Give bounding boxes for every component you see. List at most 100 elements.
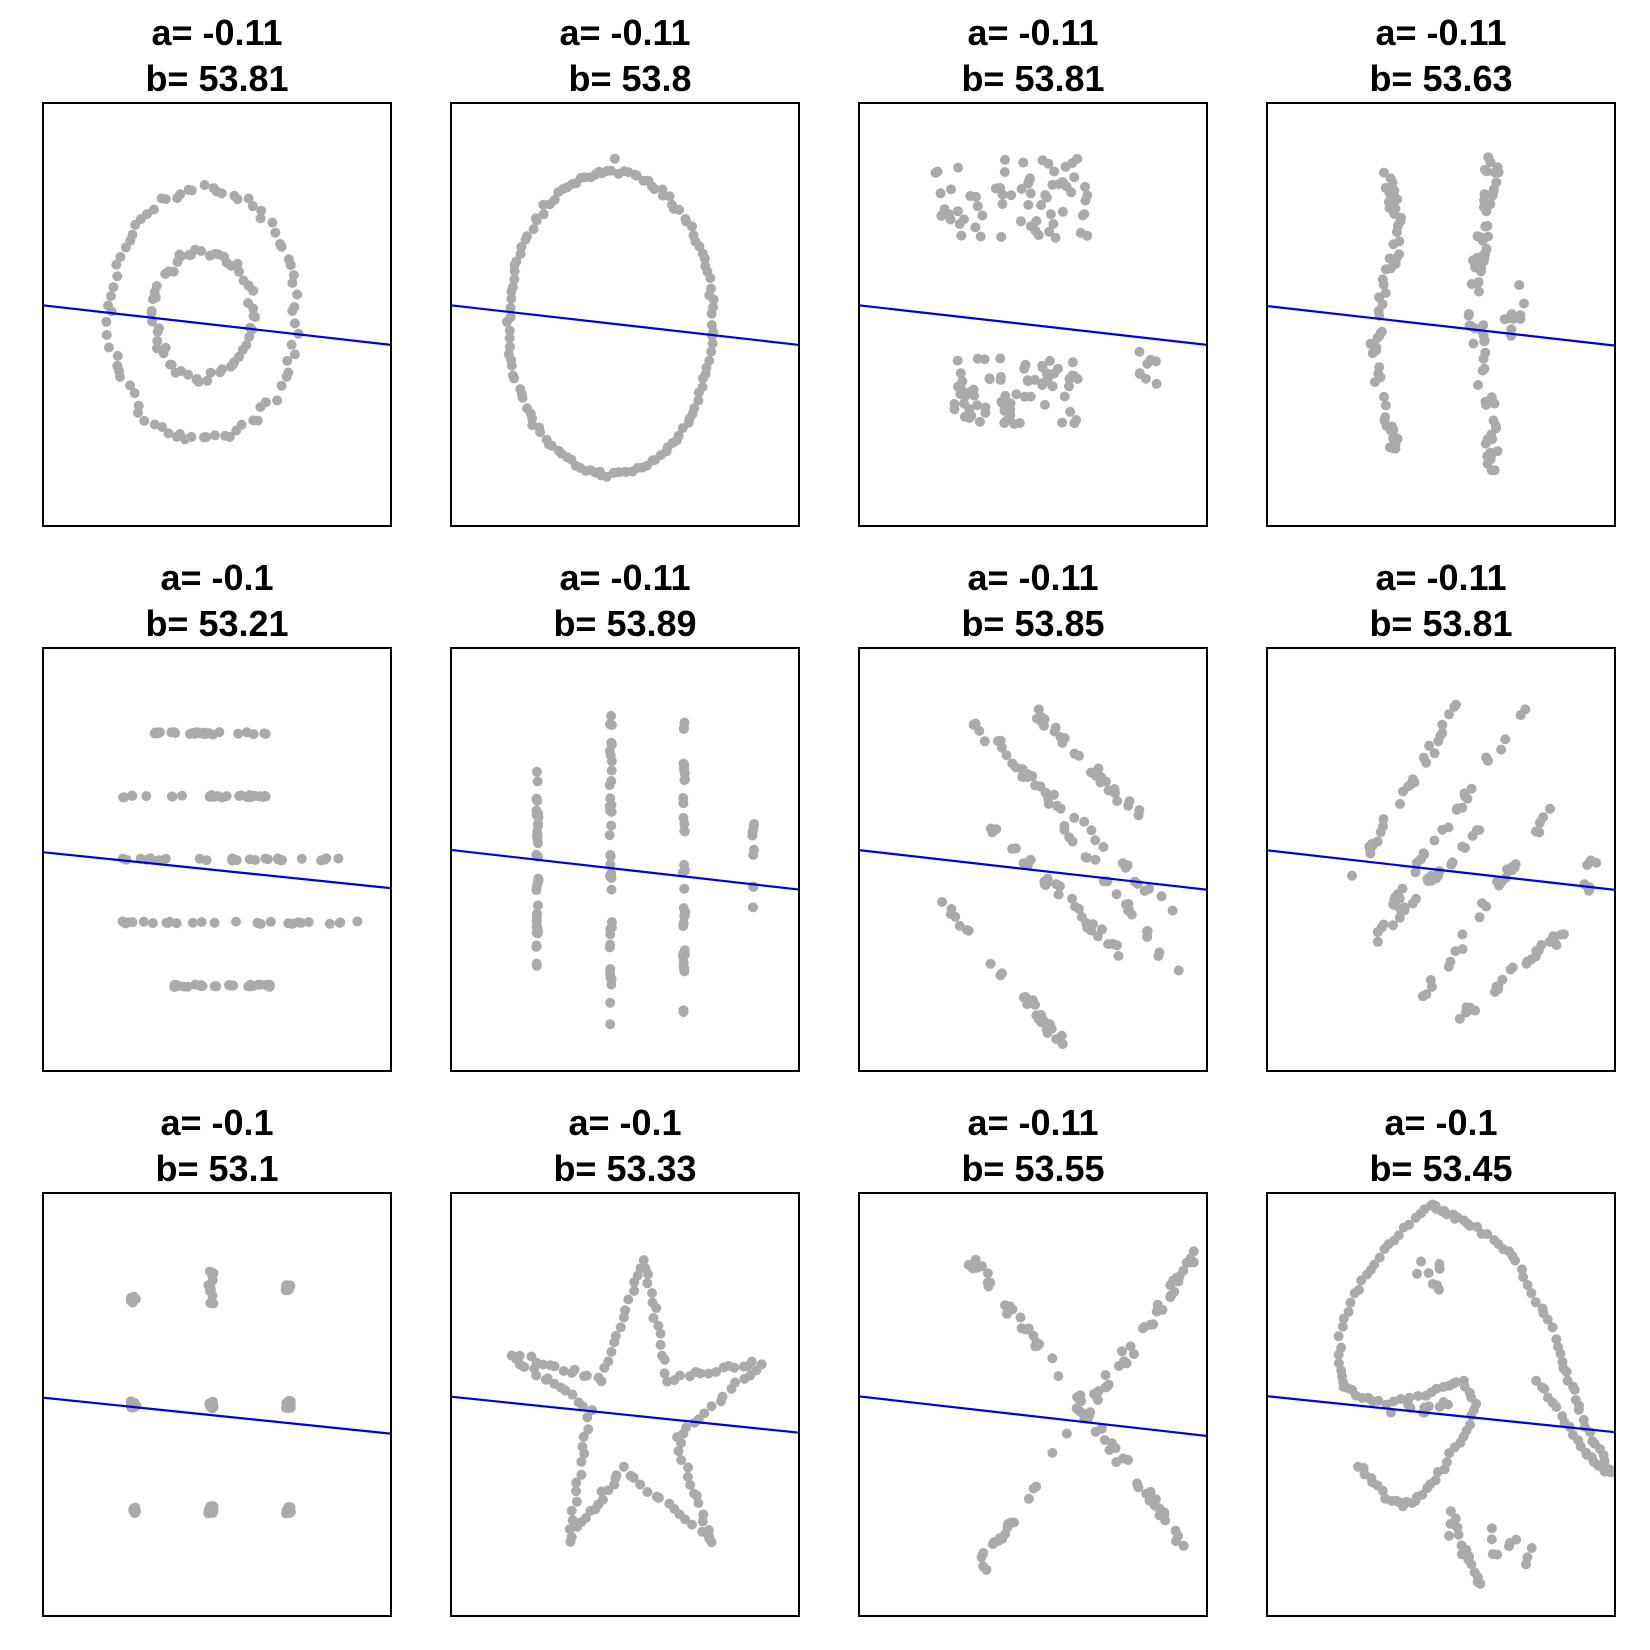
data-point bbox=[1538, 812, 1549, 823]
data-point bbox=[606, 884, 617, 895]
data-point bbox=[1434, 1263, 1445, 1274]
data-point bbox=[955, 389, 966, 400]
data-point bbox=[149, 728, 160, 739]
data-point bbox=[1379, 391, 1389, 402]
data-point bbox=[1558, 929, 1569, 940]
data-point bbox=[576, 1456, 587, 1467]
chart-panel: a= -0.1 b= 53.45 bbox=[1266, 1090, 1616, 1617]
slope-label: a= -0.1 bbox=[160, 557, 274, 598]
data-point bbox=[604, 801, 615, 812]
data-point bbox=[1380, 400, 1391, 411]
data-point bbox=[169, 727, 180, 738]
data-point bbox=[1153, 1302, 1164, 1313]
data-point bbox=[208, 791, 218, 802]
data-point bbox=[1080, 852, 1091, 863]
data-point bbox=[1507, 862, 1518, 873]
data-point bbox=[679, 911, 690, 922]
data-point bbox=[1338, 1313, 1349, 1324]
data-point bbox=[985, 1277, 996, 1288]
data-point bbox=[1542, 1392, 1553, 1403]
data-point bbox=[260, 729, 271, 739]
data-point bbox=[1003, 1518, 1014, 1529]
data-point bbox=[186, 431, 197, 442]
data-point bbox=[1421, 757, 1432, 768]
data-point bbox=[1345, 1297, 1356, 1308]
data-point bbox=[1492, 446, 1503, 457]
data-point bbox=[1451, 699, 1461, 710]
data-point bbox=[1380, 412, 1391, 423]
data-point bbox=[748, 902, 758, 913]
data-point bbox=[352, 916, 363, 927]
data-point bbox=[1463, 309, 1474, 319]
data-point bbox=[169, 982, 180, 992]
regression-line bbox=[452, 304, 798, 346]
data-point bbox=[1542, 1314, 1553, 1325]
data-point bbox=[1492, 1549, 1503, 1560]
data-point bbox=[1490, 986, 1500, 997]
data-point bbox=[647, 1297, 658, 1308]
data-point bbox=[133, 407, 143, 418]
data-point bbox=[509, 266, 520, 277]
data-point bbox=[125, 380, 136, 391]
data-point bbox=[189, 728, 200, 739]
data-point bbox=[1079, 816, 1090, 827]
data-point bbox=[183, 184, 194, 195]
data-point bbox=[618, 1461, 629, 1472]
data-point bbox=[1001, 750, 1012, 761]
data-point bbox=[1457, 841, 1468, 852]
data-point bbox=[1349, 1288, 1360, 1299]
data-point bbox=[1333, 1349, 1344, 1360]
data-point bbox=[1074, 750, 1084, 761]
data-point bbox=[1133, 810, 1144, 821]
data-point bbox=[678, 1007, 689, 1017]
chart-panel: a= -0.11 b= 53.81 bbox=[858, 0, 1208, 527]
data-point bbox=[578, 1431, 589, 1442]
data-point bbox=[1486, 465, 1497, 476]
data-point bbox=[1033, 704, 1044, 715]
data-point bbox=[642, 1278, 653, 1289]
data-point bbox=[1551, 1334, 1562, 1345]
data-point bbox=[1379, 1244, 1390, 1254]
data-point bbox=[532, 776, 543, 787]
data-point bbox=[606, 756, 617, 767]
chart-title: a= -0.11 b= 53.55 bbox=[828, 1100, 1238, 1192]
plot-area bbox=[1266, 647, 1616, 1072]
intercept-label: b= 53.89 bbox=[553, 603, 697, 644]
data-point bbox=[1395, 798, 1405, 809]
data-point bbox=[703, 1525, 714, 1535]
data-point bbox=[1474, 825, 1485, 836]
data-point bbox=[1446, 859, 1457, 870]
data-point bbox=[1039, 714, 1050, 725]
data-point bbox=[654, 1492, 664, 1503]
data-point bbox=[956, 230, 967, 241]
chart-panel: a= -0.11 b= 53.85 bbox=[858, 545, 1208, 1072]
data-point bbox=[1413, 1391, 1424, 1401]
data-point bbox=[954, 920, 965, 931]
data-point bbox=[558, 1366, 569, 1376]
data-point bbox=[609, 1337, 620, 1348]
data-point bbox=[264, 979, 275, 990]
data-point bbox=[538, 199, 549, 210]
data-point bbox=[187, 917, 198, 928]
data-point bbox=[689, 403, 700, 414]
data-point bbox=[1403, 781, 1414, 792]
data-point bbox=[606, 737, 617, 748]
data-point bbox=[531, 958, 542, 969]
data-point bbox=[163, 428, 174, 439]
data-point bbox=[1500, 734, 1511, 745]
data-point bbox=[118, 792, 129, 803]
data-point bbox=[252, 415, 263, 426]
chart-title: a= -0.1 b= 53.45 bbox=[1236, 1100, 1646, 1192]
data-point bbox=[979, 736, 990, 747]
data-point bbox=[1383, 196, 1394, 207]
data-point bbox=[1475, 1578, 1486, 1589]
data-point bbox=[1007, 843, 1018, 854]
intercept-label: b= 53.45 bbox=[1369, 1148, 1513, 1189]
data-point bbox=[209, 917, 220, 928]
data-point bbox=[289, 349, 300, 360]
data-point bbox=[1039, 399, 1050, 410]
data-point bbox=[106, 306, 117, 317]
data-point bbox=[1519, 298, 1529, 309]
scatter-svg bbox=[1268, 699, 1614, 1024]
data-point bbox=[1005, 398, 1016, 409]
